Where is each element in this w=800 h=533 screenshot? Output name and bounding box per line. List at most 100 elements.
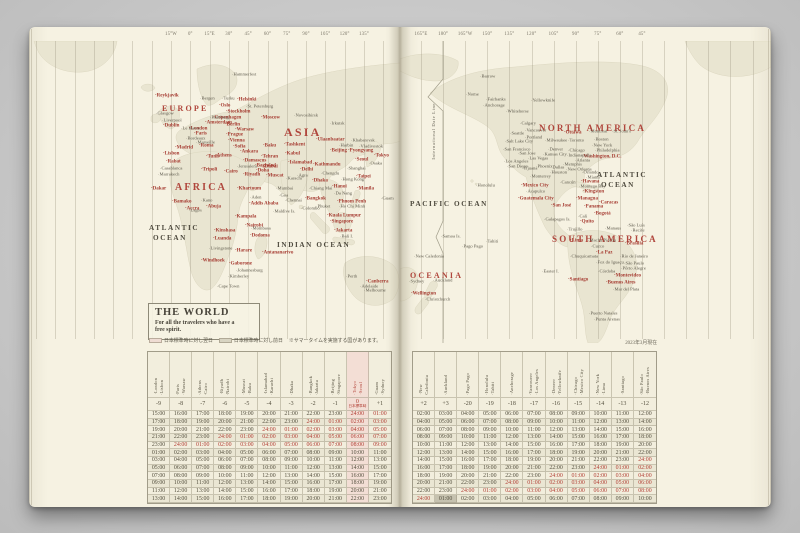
longitude-ticks-east: 165°E 180° 165°W 150° 135° 120° 105° 90° 75° 60° 4… [400,32,771,41]
city-label: ·Kimberley [228,273,250,279]
tz-col-city: ·Tokyo [351,381,357,395]
city-label: ·Guatemala City [518,196,554,202]
tz-cell: 16:00 [633,426,656,434]
tz-cell: 22:00 [413,487,436,496]
city-label: ·Antananarivo [262,250,294,256]
tz-cell: 04:00 [545,487,568,496]
city-label: ·Hamburg [210,114,229,120]
tz-cell: 14:00 [589,426,612,434]
city-label: ·Tijuana [522,165,538,171]
tz-cell: 18:00 [457,464,480,473]
city-label: ·Lagos [189,207,202,213]
city-label: ·Auckland [433,277,453,283]
city-label: ·New Orleans [566,166,592,172]
tz-cell: 01:00 [479,487,502,496]
tz-cell: 19:00 [192,418,215,427]
tz-cell: 10:00 [457,433,480,442]
ocean-label: PACIFIC OCEAN [410,200,488,208]
city-label: ·Karachi [286,175,303,181]
tz-col-city: ·Vancouver [528,372,534,395]
tz-cell: 15:00 [567,433,590,442]
meridian-grid-line [509,41,511,339]
tz-cell: 03:00 [523,487,546,496]
tz-cell: 05:00 [148,464,171,473]
landmass-east [400,41,771,343]
page-subtitle: For all the travelers who have a free sp… [155,319,235,334]
city-label: ·Chengdu [321,170,340,176]
tz-cell: 08:00 [633,488,656,496]
city-label: ·Wellington [411,291,437,297]
city-label: ·Moscow [261,115,281,121]
tz-cell: 10:00 [501,426,524,434]
tz-cell: 23:00 [280,418,303,427]
tz-cell: 06:00 [633,479,656,488]
city-label: ·Managua [576,196,598,202]
tz-cell: 09:00 [236,464,259,473]
city-label: ·São Luís [627,222,645,228]
tz-cell: 16:00 [302,479,325,488]
longitude-tick: 15°E [204,32,215,37]
tz-cell: 05:00 [611,479,634,488]
city-label: ·Glasgow [156,110,174,116]
tz-cell: 22:00 [501,472,524,480]
city-label: ·Le Havre [181,125,200,131]
city-label: ·Gaborone [229,261,252,267]
tz-cell: 04:00 [457,411,480,419]
continent-label: NORTH AMERICA [539,123,647,133]
city-label: ·Córdoba [598,268,616,274]
tz-cell: 09:00 [435,433,458,442]
tz-cell: 14:00 [214,487,237,496]
tz-cell: 10:00 [302,456,325,465]
tz-col-city: ·Jakarta [313,379,319,396]
tz-offset: -6 [214,398,237,411]
tz-col-header: ·Chicago ·Mexico City [567,352,590,398]
city-label: ·Philadelphia [595,147,620,153]
tz-cell: 18:00 [302,487,325,496]
tz-cell: 07:00 [479,418,502,427]
tz-cell: 15:00 [435,456,458,465]
tz-cell: 14:00 [346,464,369,473]
tz-cell: 13:00 [567,426,590,434]
city-label: ·Irkutsk [330,120,345,126]
tz-cell: 04:00 [633,472,656,480]
city-label: ·Mexico City [521,183,549,189]
tz-cell: 13:00 [368,457,391,465]
tz-cell: 23:00 [523,472,546,480]
tz-cell: 08:00 [457,426,480,434]
tz-col-header: ·New Caledonia [413,352,436,398]
longitude-tick: 120° [526,32,537,37]
tz-col-city: ·Anchorage [509,372,515,395]
meridian-grid-line [74,41,76,339]
tz-cell: 01:00 [148,449,171,457]
longitude-tick: 15°W [164,32,178,37]
city-label: ·Galapagos Is. [544,216,571,222]
tz-cell: 07:00 [611,487,634,496]
tz-offset: -14 [589,398,612,411]
city-label: ·Luanda [213,236,232,242]
continent-label: AFRICA [175,182,228,193]
tz-cell: 20:00 [346,487,369,496]
city-label: ·Roma [199,143,214,149]
meridian-grid-line [132,41,134,339]
tz-cell: 07:00 [324,441,347,450]
tz-cell: 17:00 [324,479,347,488]
longitude-tick: 60° [616,32,624,37]
city-label: ·Accra [185,206,200,212]
city-label: ·Bordeaux [186,135,206,141]
tz-col-city: ·Pago Pago [465,372,471,395]
tz-cell: 03:00 [368,418,391,427]
tz-cell: 05:00 [435,418,458,427]
city-label: ·Fairbanks [486,96,506,102]
tz-cell: 11:00 [611,411,634,419]
tz-cell: 09:00 [280,456,303,465]
international-date-line [427,41,444,343]
tz-cell: 04:00 [501,495,524,503]
tz-cell: 02:00 [346,418,369,427]
tz-cell: 04:00 [302,433,325,442]
meridian-grid-line [151,41,153,339]
tz-cell: 12:00 [413,449,436,457]
city-label: ·Samoa Is. [441,233,461,239]
tz-cell: 06:00 [214,456,237,465]
tz-cell: 17:00 [435,464,458,473]
tz-cell: 15:00 [611,426,634,434]
